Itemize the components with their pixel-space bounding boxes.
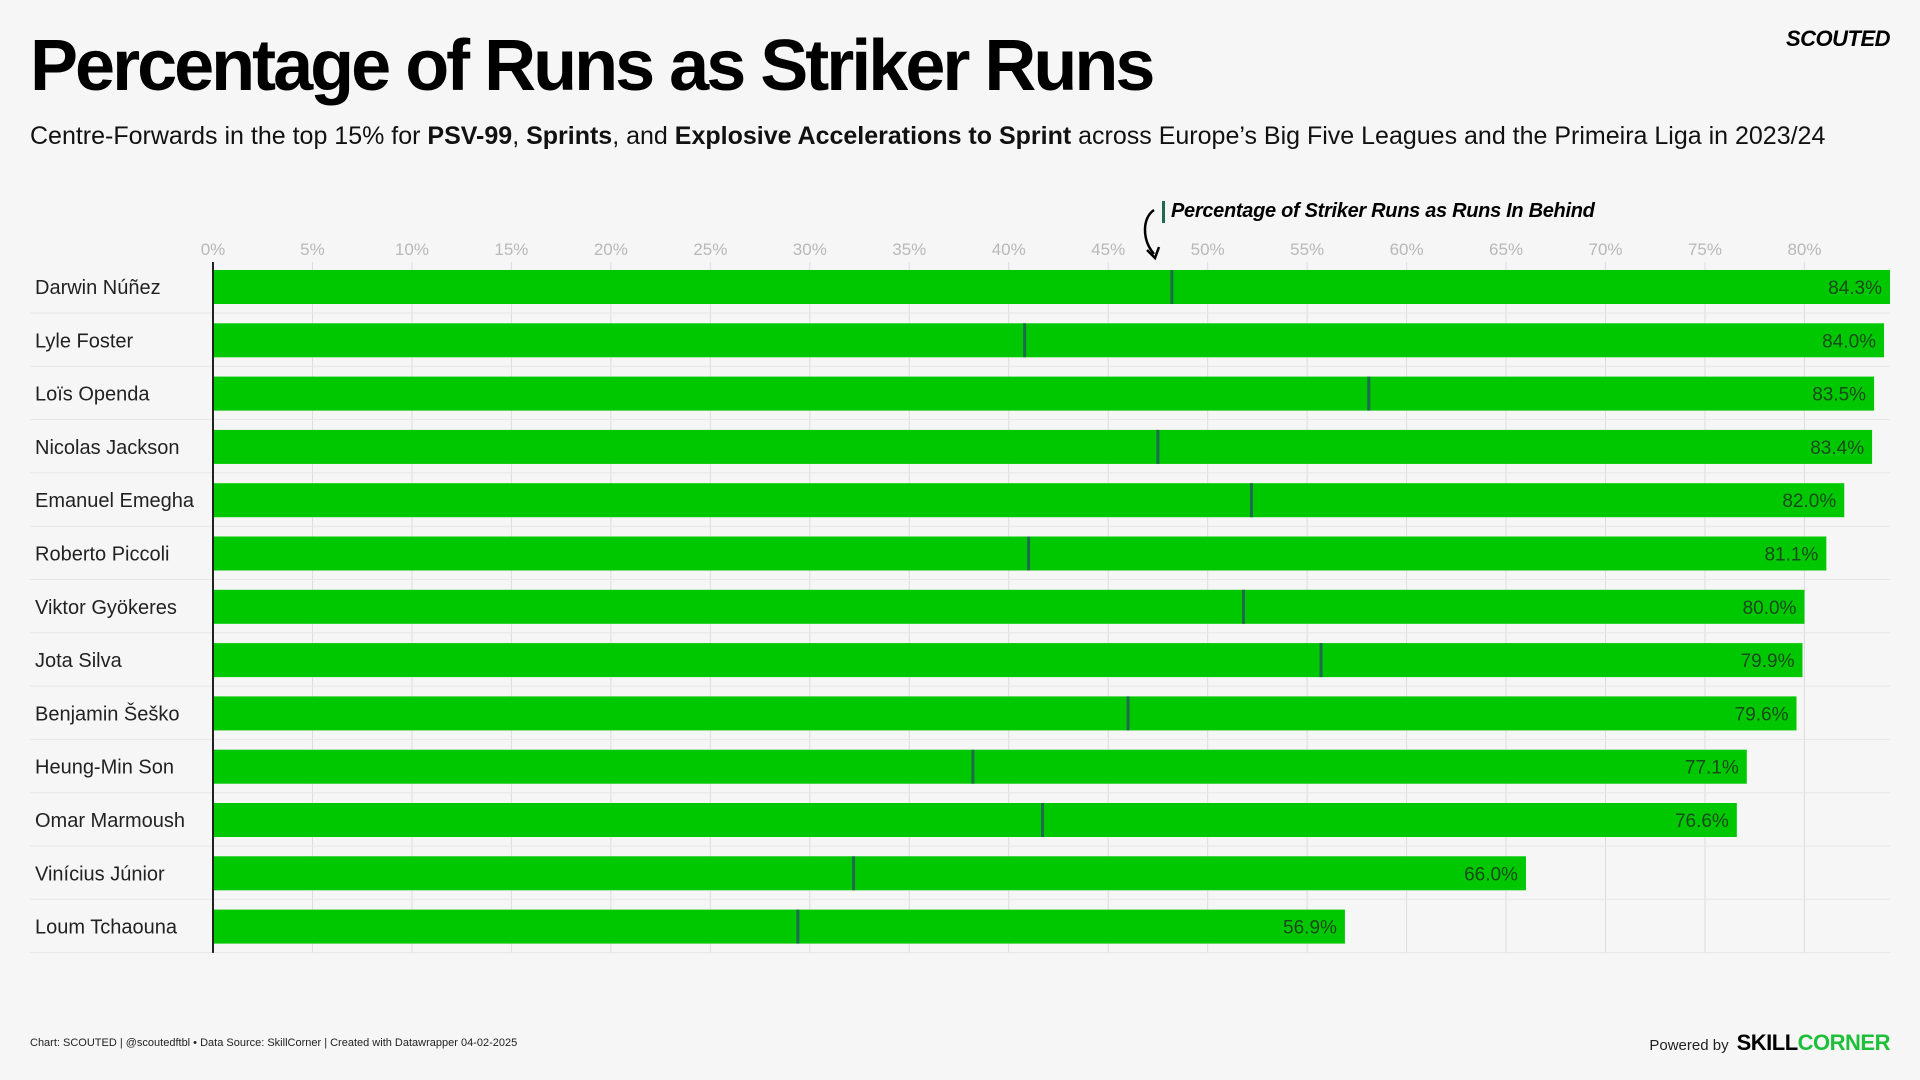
x-tick-label: 70% — [1589, 240, 1623, 259]
player-label: Loum Tchaouna — [35, 917, 178, 939]
x-tick-label: 55% — [1290, 240, 1324, 259]
value-label: 83.5% — [1812, 385, 1866, 406]
x-tick-label: 15% — [494, 240, 528, 259]
value-label: 76.6% — [1675, 811, 1729, 832]
x-tick-label: 30% — [793, 240, 827, 259]
player-label: Darwin Núñez — [35, 277, 161, 299]
subtitle-text: , and — [612, 122, 675, 150]
x-tick-label: 80% — [1787, 240, 1821, 259]
bar — [213, 589, 1805, 624]
player-label: Benjamin Šeško — [35, 702, 180, 725]
x-tick-label: 5% — [300, 240, 325, 259]
value-label: 56.9% — [1283, 918, 1337, 939]
x-tick-label: 50% — [1191, 240, 1225, 259]
x-tick-label: 60% — [1390, 240, 1424, 259]
player-label: Viktor Gyökeres — [35, 597, 177, 619]
bar — [213, 803, 1737, 837]
x-tick-label: 0% — [201, 240, 226, 259]
skillcorner-logo-part1: SKILL — [1736, 1030, 1799, 1055]
subtitle-metric-accelerations: Explosive Accelerations to Sprint — [674, 122, 1072, 150]
footer-credit: Chart: SCOUTED | @scoutedftbl • Data Sou… — [30, 1037, 518, 1049]
value-label: 77.1% — [1685, 758, 1739, 779]
value-label: 79.9% — [1741, 651, 1795, 672]
bar — [213, 536, 1827, 571]
skillcorner-logo-part2: CORNER — [1797, 1030, 1891, 1055]
bar-chart: 0% 5% 10% 15% 20% 25% 30% 35% 40% 45% 50% 55% 60% 65%… — [30, 240, 1890, 954]
value-label: 79.6% — [1735, 704, 1789, 725]
value-label: 83.4% — [1810, 438, 1864, 459]
value-label: 81.1% — [1764, 545, 1818, 566]
subtitle-metric-psv99: PSV-99 — [427, 122, 513, 150]
chart-subtitle: Centre-Forwards in the top 15% for PSV-9… — [30, 122, 1825, 151]
bar — [213, 270, 1890, 304]
x-tick-label: 65% — [1489, 240, 1523, 259]
subtitle-text: , — [512, 122, 527, 150]
skillcorner-credit: Powered by SKILL CORNER — [1649, 1030, 1890, 1056]
value-label: 80.0% — [1743, 598, 1797, 619]
x-tick-label: 40% — [992, 240, 1026, 259]
curved-arrow-icon — [1143, 208, 1161, 261]
player-label: Emanuel Emegha — [35, 490, 195, 512]
powered-by-label: Powered by — [1649, 1037, 1729, 1054]
bar — [213, 429, 1873, 464]
player-label: Omar Marmoush — [35, 810, 185, 832]
bar — [213, 376, 1875, 411]
chart-title: Percentage of Runs as Striker Runs — [30, 26, 1155, 106]
player-label: Nicolas Jackson — [35, 437, 180, 459]
value-label: 82.0% — [1782, 491, 1836, 512]
bar — [213, 856, 1526, 891]
bar — [213, 909, 1345, 944]
scouted-logo: SCOUTED — [1785, 26, 1891, 51]
x-tick-label: 10% — [395, 240, 429, 259]
bar — [213, 323, 1885, 358]
bar — [213, 696, 1797, 731]
player-label: Lyle Foster — [35, 330, 134, 352]
player-label: Vinícius Júnior — [35, 863, 165, 885]
bar — [213, 483, 1845, 518]
marker-legend-label: Percentage of Striker Runs as Runs In Be… — [1171, 200, 1595, 222]
x-tick-label: 45% — [1091, 240, 1125, 259]
subtitle-text: across Europe’s Big Five Leagues and the… — [1071, 122, 1826, 150]
player-label: Loïs Openda — [35, 384, 150, 406]
bar — [213, 749, 1747, 784]
x-tick-label: 35% — [892, 240, 926, 259]
player-label: Heung-Min Son — [35, 757, 174, 779]
player-label: Jota Silva — [35, 650, 123, 672]
player-label: Roberto Piccoli — [35, 544, 170, 566]
marker-legend: Percentage of Striker Runs as Runs In Be… — [1162, 200, 1595, 223]
marker-swatch — [1162, 200, 1165, 223]
value-label: 84.3% — [1828, 278, 1882, 299]
x-tick-label: 20% — [594, 240, 628, 259]
subtitle-metric-sprints: Sprints — [526, 122, 613, 150]
x-tick-label: 75% — [1688, 240, 1722, 259]
x-tick-label: 25% — [693, 240, 727, 259]
bar — [213, 643, 1803, 678]
value-label: 66.0% — [1464, 864, 1518, 885]
value-label: 84.0% — [1822, 331, 1876, 352]
subtitle-text: Centre-Forwards in the top 15% for — [30, 122, 428, 150]
